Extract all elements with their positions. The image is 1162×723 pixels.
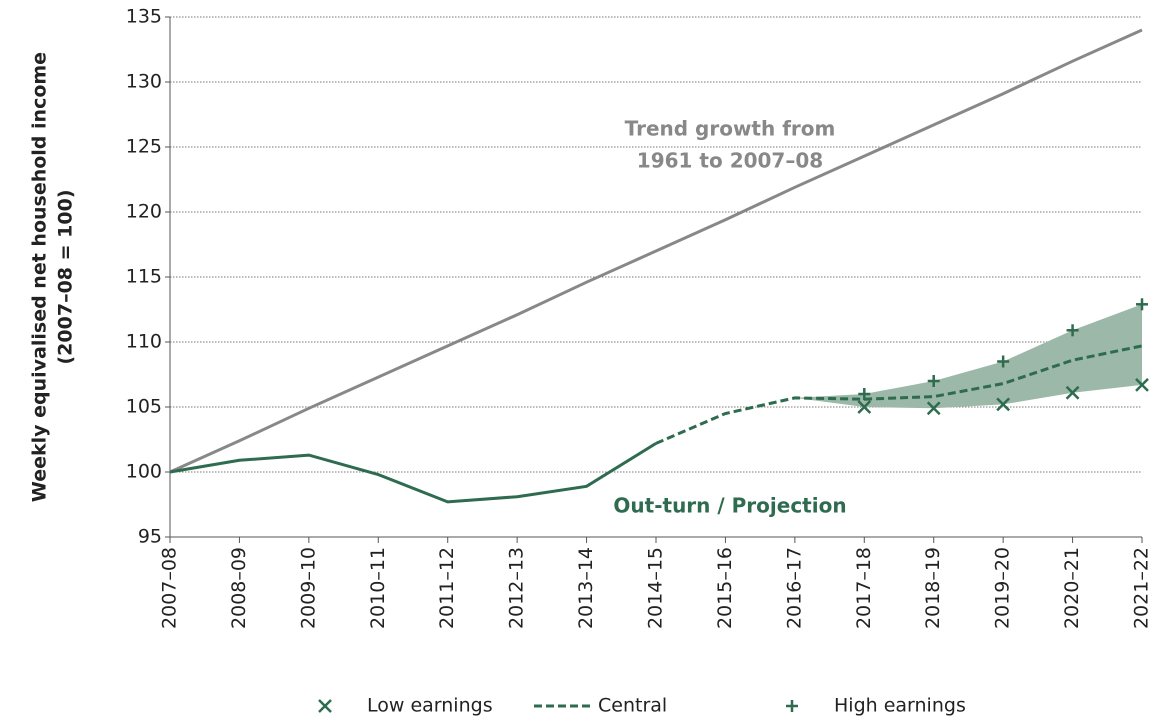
marker bbox=[926, 401, 941, 416]
marker bbox=[997, 355, 1010, 368]
x-tick-label: 2018–19 bbox=[922, 547, 944, 629]
x-tick-label: 2021–22 bbox=[1131, 547, 1153, 629]
marker-stroke bbox=[1135, 378, 1149, 392]
legend-swatch bbox=[786, 700, 798, 712]
x-tick-label: 2016–17 bbox=[783, 547, 805, 629]
central-line bbox=[655, 344, 1143, 445]
outturn-line bbox=[169, 442, 657, 504]
x-tick-label: 2007–08 bbox=[159, 547, 181, 629]
y-tick-label: 95 bbox=[138, 526, 162, 548]
legend-label: Low earnings bbox=[367, 695, 493, 717]
legend-label: High earnings bbox=[834, 695, 966, 717]
marker bbox=[927, 375, 940, 387]
marker bbox=[858, 388, 871, 400]
marker-stroke bbox=[996, 397, 1011, 412]
x-tick-label: 2008–09 bbox=[228, 547, 250, 629]
y-axis-title: (2007–08 = 100) bbox=[55, 190, 77, 365]
y-tick-label: 135 bbox=[126, 6, 162, 28]
annotation: Out-turn / Projection bbox=[613, 494, 846, 518]
marker bbox=[1065, 385, 1080, 400]
x-tick-label: 2020–21 bbox=[1061, 547, 1083, 629]
legend-label: Central bbox=[598, 695, 667, 717]
y-tick-label: 120 bbox=[126, 201, 162, 223]
x-tick-label: 2010–11 bbox=[367, 547, 389, 629]
y-tick-label: 130 bbox=[126, 71, 162, 93]
x-tick-label: 2012–13 bbox=[506, 547, 528, 629]
marker bbox=[996, 397, 1011, 412]
legend-swatch bbox=[318, 699, 332, 713]
x-tick-label: 2017–18 bbox=[853, 547, 875, 629]
y-tick-label: 115 bbox=[126, 266, 162, 288]
x-tick-label: 2019–20 bbox=[992, 547, 1014, 629]
x-tick-label: 2013–14 bbox=[575, 547, 597, 629]
x-tick-label: 2014–15 bbox=[645, 547, 667, 629]
y-tick-label: 100 bbox=[126, 461, 162, 483]
marker-stroke bbox=[1065, 385, 1080, 400]
marker bbox=[1136, 298, 1148, 311]
marker bbox=[1135, 378, 1149, 392]
x-tick-label: 2011–12 bbox=[436, 547, 458, 629]
marker-stroke bbox=[318, 699, 332, 713]
annotation: 1961 to 2007–08 bbox=[637, 149, 823, 173]
trend-line bbox=[169, 28, 1143, 474]
marker-stroke bbox=[857, 400, 872, 414]
y-axis-title: Weekly equivalised net household income bbox=[29, 52, 51, 502]
range-band bbox=[794, 304, 1142, 409]
x-tick-label: 2015–16 bbox=[714, 547, 736, 629]
marker-stroke bbox=[926, 401, 941, 416]
y-tick-label: 110 bbox=[126, 331, 162, 353]
annotation: Trend growth from bbox=[625, 117, 836, 141]
y-tick-label: 105 bbox=[126, 396, 162, 418]
x-tick-label: 2009–10 bbox=[297, 547, 319, 629]
y-tick-label: 125 bbox=[126, 136, 162, 158]
marker bbox=[1066, 324, 1079, 337]
marker bbox=[857, 400, 872, 414]
